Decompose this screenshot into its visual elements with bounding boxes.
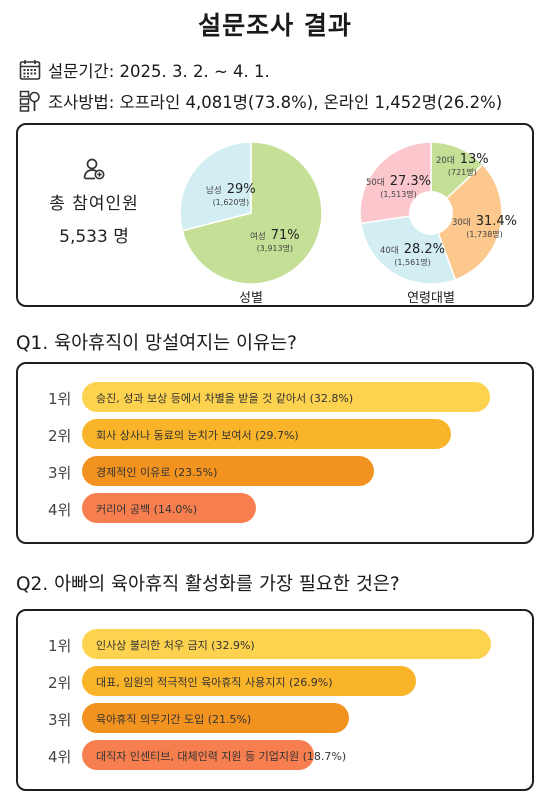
slice-label-50s: 50대 27.3% (1,513명) (366, 174, 432, 199)
summary-panel: 총 참여인원 5,533 명 남성 29% (1,620명) 여성 71% (3… (16, 123, 534, 307)
q1-bar-4 (82, 493, 256, 523)
survey-method-text: 조사방법: 오프라인 4,081명(73.8%), 온라인 1,452명(26.… (48, 93, 503, 112)
pie-slice-30s (430, 163, 503, 281)
q1-bar-label: 승진, 성과 보상 등에서 차별을 받을 것 같아서 (32.8%) (96, 392, 354, 405)
age-chart-title: 연령대별 (407, 291, 455, 306)
q1-rank-label: 3위 (48, 464, 72, 482)
slice-label-20s: 20대 13% (721명) (436, 152, 489, 177)
gender-chart-title: 성별 (239, 291, 263, 306)
q2-row-4: 4위 대직자 인센티브, 대체인력 지원 등 기업지원 (18.7%) (18, 740, 532, 770)
q2-bar-label: 인사상 불리한 처우 금지 (32.9%) (96, 639, 255, 652)
q1-row-4: 4위 커리어 공백 (14.0%) (18, 493, 532, 523)
total-participants: 총 참여인원 5,533 명 (38, 157, 150, 247)
q1-bar-chart: 1위 승진, 성과 보상 등에서 차별을 받을 것 같아서 (32.8%) 2위 회사… (16, 362, 534, 544)
q2-rank-label: 3위 (48, 711, 72, 729)
q2-row-3: 3위 육아휴직 의무기간 도입 (21.5%) (18, 703, 532, 733)
pie-slice-female (181, 141, 323, 285)
slice-label-40s: 40대 28.2% (1,561명) (380, 242, 446, 267)
gender-pie-chart: 남성 29% (1,620명) 여성 71% (3,913명) 성별 (168, 133, 334, 306)
q2-bar-chart: 1위 인사상 불리한 처우 금지 (32.9%) 2위 대표, 임원의 적극적인 육아… (16, 609, 534, 791)
slice-label-male: 남성 29% (1,620명) (206, 182, 256, 207)
donut-hole (409, 191, 453, 235)
q2-row-2: 2위 대표, 임원의 적극적인 육아휴직 사용지지 (26.9%) (18, 666, 532, 696)
q1-row-1: 1위 승진, 성과 보상 등에서 차별을 받을 것 같아서 (32.8%) (18, 382, 532, 412)
calendar-icon (19, 60, 41, 80)
q2-title: Q2. 아빠의 육아휴직 활성화를 가장 필요한 것은? (16, 574, 400, 595)
survey-method-row: 조사방법: 오프라인 4,081명(73.8%), 온라인 1,452명(26.… (18, 89, 502, 113)
person-add-icon (83, 158, 105, 180)
survey-period-row: 설문기간: 2025. 3. 2. ~ 4. 1. (18, 58, 270, 82)
total-label: 총 참여인원 (49, 194, 139, 214)
q2-row-1: 1위 인사상 불리한 처우 금지 (32.9%) (18, 629, 532, 659)
q2-rank-label: 1위 (48, 637, 72, 655)
q2-bar-2 (82, 666, 417, 696)
q1-bar-label: 회사 상사나 동료의 눈치가 보여서 (29.7%) (96, 429, 299, 442)
q1-bar-3 (82, 456, 374, 486)
q1-row-3: 3위 경제적인 이유로 (23.5%) (18, 456, 532, 486)
q1-bar-label: 경제적인 이유로 (23.5%) (96, 466, 218, 479)
q2-bar-label: 대직자 인센티브, 대체인력 지원 등 기업지원 (18.7%) (96, 750, 347, 763)
q1-rank-label: 1위 (48, 390, 72, 408)
q1-rank-label: 4위 (48, 501, 72, 519)
gender-pie-svg (179, 141, 323, 285)
q1-title: Q1. 육아휴직이 망설여지는 이유는? (16, 333, 297, 354)
document-search-icon (19, 90, 40, 112)
q1-bar-2 (82, 419, 451, 449)
q2-bar-label: 육아휴직 의무기간 도입 (21.5%) (96, 713, 252, 726)
q1-row-2: 2위 회사 상사나 동료의 눈치가 보여서 (29.7%) (18, 419, 532, 449)
q2-bar-label: 대표, 임원의 적극적인 육아휴직 사용지지 (26.9%) (96, 676, 333, 689)
q1-bar-1 (82, 382, 490, 412)
age-donut-svg (359, 141, 503, 285)
slice-label-30s: 30대 31.4% (1,738명) (452, 214, 518, 239)
q1-rank-label: 2위 (48, 427, 72, 445)
q1-bar-label: 커리어 공백 (14.0%) (96, 503, 198, 516)
total-value: 5,533 명 (59, 227, 129, 247)
pie-slice-male (179, 141, 252, 232)
survey-period-text: 설문기간: 2025. 3. 2. ~ 4. 1. (48, 62, 270, 81)
q2-rank-label: 4위 (48, 748, 72, 766)
q2-bar-4 (82, 740, 315, 770)
age-donut-chart: 20대 13% (721명) 30대 31.4% (1,738명) 40대 28… (348, 133, 518, 306)
q2-bar-1 (82, 629, 491, 659)
q2-bar-3 (82, 703, 350, 733)
q2-rank-label: 2위 (48, 674, 72, 692)
page-title: 설문조사 결과 (198, 11, 352, 40)
slice-label-female: 여성 71% (3,913명) (250, 228, 300, 253)
